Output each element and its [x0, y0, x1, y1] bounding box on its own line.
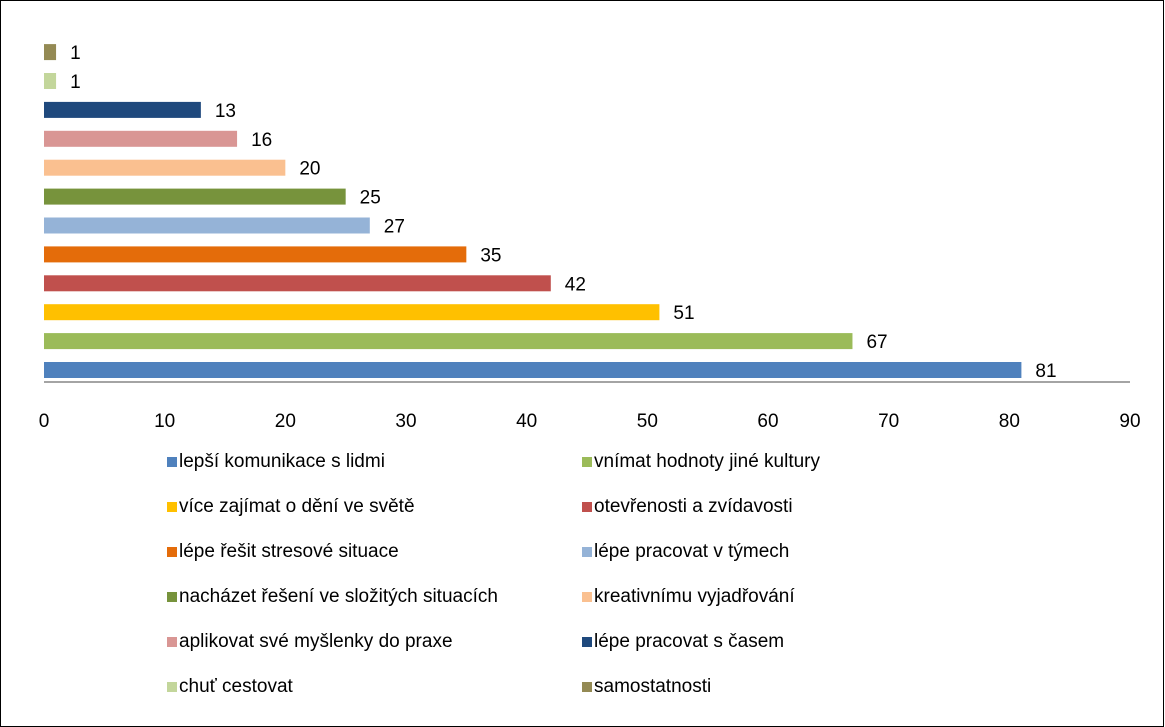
bar [44, 130, 238, 147]
legend-swatch [167, 682, 177, 692]
x-tick-label: 70 [878, 411, 899, 432]
bar [44, 73, 57, 89]
x-tick-label: 40 [516, 411, 537, 432]
legend-label: kreativnímu vyjadřování [594, 586, 795, 607]
legend-label: více zajímat o dění ve světě [179, 496, 415, 517]
x-tick-label: 50 [637, 411, 658, 432]
data-label: 27 [384, 217, 405, 238]
legend-label: aplikovat své myšlenky do praxe [179, 631, 453, 652]
bar [44, 246, 467, 263]
legend-label: chuť cestovat [179, 676, 294, 697]
legend-label: lépe řešit stresové situace [179, 541, 399, 562]
legend-swatch [167, 502, 177, 512]
x-tick-label: 80 [999, 411, 1020, 432]
legend-swatch [582, 457, 592, 467]
legend-label: lépe pracovat v týmech [594, 541, 789, 562]
x-tick-label: 90 [1119, 411, 1140, 432]
data-label: 16 [251, 130, 272, 151]
bar [44, 304, 660, 321]
legend-label: lepší komunikace s lidmi [179, 451, 385, 472]
legend-label: vnímat hodnoty jiné kultury [594, 451, 821, 472]
legend-label: lépe pracovat s časem [594, 631, 784, 652]
legend-swatch [167, 457, 177, 467]
bar [44, 159, 286, 176]
data-label: 20 [299, 159, 320, 180]
legend-label: nacházet řešení ve složitých situacích [179, 586, 498, 607]
bar [44, 275, 551, 292]
data-label: 1 [70, 43, 81, 64]
data-label: 13 [215, 101, 236, 122]
legend-swatch [582, 682, 592, 692]
x-tick-label: 30 [395, 411, 416, 432]
bar [44, 101, 201, 118]
legend-swatch [582, 637, 592, 647]
data-label: 35 [480, 245, 501, 266]
bar [44, 44, 57, 61]
data-label: 81 [1035, 361, 1056, 382]
data-label: 67 [866, 332, 887, 353]
x-tick-label: 0 [39, 411, 50, 432]
bar [44, 362, 1022, 378]
legend-swatch [582, 547, 592, 557]
data-label: 25 [360, 188, 381, 209]
legend-label: samostatnosti [594, 676, 711, 697]
legend-swatch [582, 592, 592, 602]
x-tick-label: 20 [275, 411, 296, 432]
data-label: 1 [70, 72, 81, 93]
x-tick-label: 60 [757, 411, 778, 432]
data-label: 42 [565, 274, 586, 295]
legend-swatch [167, 547, 177, 557]
legend-swatch [167, 637, 177, 647]
legend-swatch [167, 592, 177, 602]
legend-swatch [582, 502, 592, 512]
data-label: 51 [673, 303, 694, 324]
x-tick-label: 10 [154, 411, 175, 432]
bar [44, 188, 346, 205]
bar [44, 217, 370, 234]
legend-label: otevřenosti a zvídavosti [594, 496, 793, 517]
bar [44, 333, 853, 350]
